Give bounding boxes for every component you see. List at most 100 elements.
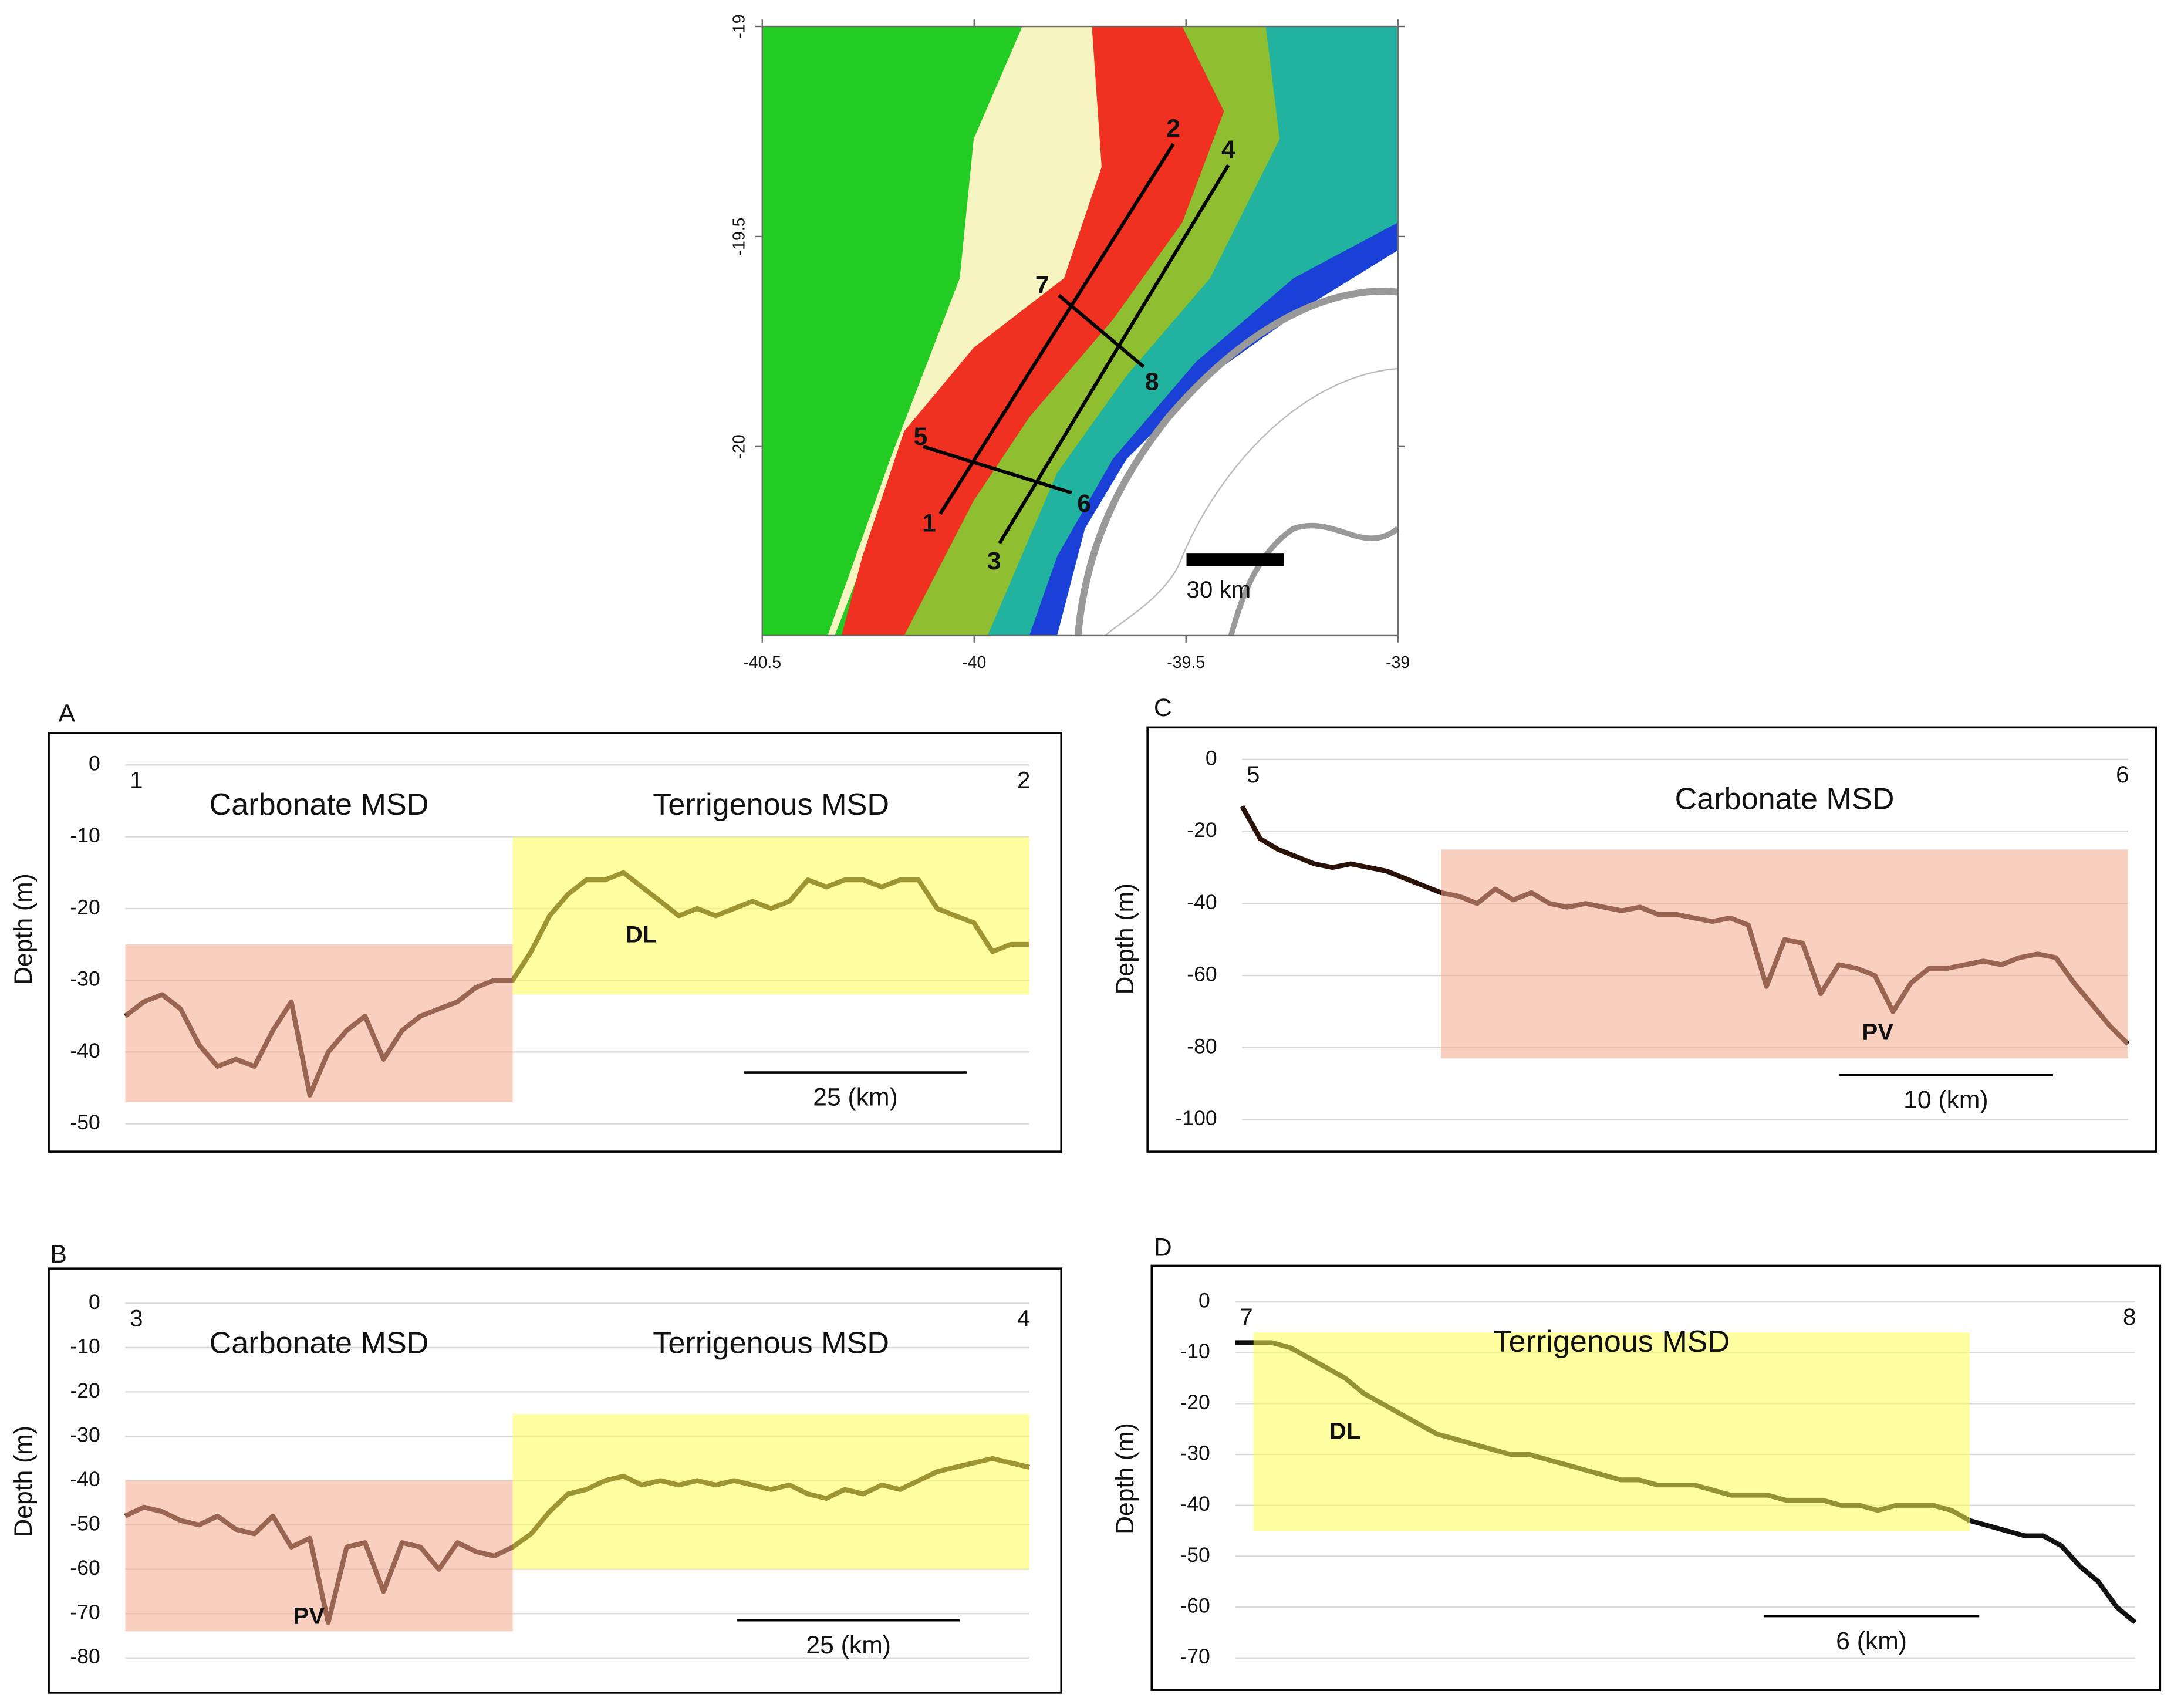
msd-region xyxy=(1441,849,2128,1059)
endpoint-label: 1 xyxy=(130,767,143,793)
endpoint-label: 4 xyxy=(1017,1305,1030,1331)
panel-frame xyxy=(48,732,1063,1153)
y-tick-label: -40 xyxy=(1187,890,1217,914)
y-tick-label: -30 xyxy=(1180,1441,1210,1464)
annotation: PV xyxy=(1862,1018,1893,1045)
transect-label: 8 xyxy=(1145,368,1159,396)
panel-letter: D xyxy=(1154,1233,1172,1261)
transect-label: 1 xyxy=(922,509,936,538)
map-frame xyxy=(761,25,1399,637)
y-tick-label: -50 xyxy=(70,1511,100,1535)
endpoint-label: 8 xyxy=(2123,1304,2136,1330)
y-tick-label: -40 xyxy=(70,1467,100,1491)
y-tick-label: -20 xyxy=(730,434,748,458)
contour xyxy=(1074,288,1399,636)
transect-label: 6 xyxy=(1077,490,1091,518)
msd-region xyxy=(1253,1332,1970,1531)
transect-label: 5 xyxy=(913,423,927,451)
endpoint-label: 2 xyxy=(1017,767,1030,793)
region-label: Carbonate MSD xyxy=(210,788,429,822)
y-axis-label: Depth (m) xyxy=(1111,1423,1139,1534)
scale-bar-label: 25 (km) xyxy=(813,1083,898,1111)
y-axis-label: Depth (m) xyxy=(1111,883,1139,995)
x-tick-label: -39.5 xyxy=(1167,653,1205,672)
msd-region xyxy=(125,1480,513,1632)
y-tick-label: 0 xyxy=(1206,746,1217,769)
annotation: PV xyxy=(293,1603,325,1629)
scale-bar xyxy=(1186,553,1284,566)
msd-region xyxy=(125,944,513,1103)
transect-label: 2 xyxy=(1166,114,1180,143)
contour xyxy=(1228,522,1400,637)
y-tick-label: -80 xyxy=(1187,1034,1217,1058)
x-tick-label: -39 xyxy=(1386,653,1410,672)
y-tick-label: -60 xyxy=(1180,1594,1210,1617)
region-label: Carbonate MSD xyxy=(1675,782,1895,816)
y-tick-label: -20 xyxy=(70,895,100,919)
y-tick-label: -50 xyxy=(70,1110,100,1134)
endpoint-label: 5 xyxy=(1247,761,1260,788)
panel-letter: A xyxy=(59,699,76,727)
coastal-plain xyxy=(828,26,1102,636)
transect-label: 4 xyxy=(1221,136,1235,164)
panel-frame xyxy=(48,1267,1063,1694)
y-tick-label: -80 xyxy=(70,1645,100,1668)
y-tick-label: -60 xyxy=(1187,963,1217,986)
y-tick-label: 0 xyxy=(89,752,100,775)
y-axis-label: Depth (m) xyxy=(9,873,38,985)
y-tick-label: -50 xyxy=(1180,1543,1210,1567)
y-tick-label: -10 xyxy=(70,823,100,847)
panel-letter: B xyxy=(50,1240,66,1268)
y-tick-label: -10 xyxy=(1180,1339,1210,1363)
scale-bar-label: 30 km xyxy=(1187,576,1251,603)
y-tick-label: -20 xyxy=(1187,818,1217,842)
y-tick-label: -30 xyxy=(70,1423,100,1446)
transect-label: 7 xyxy=(1035,271,1049,299)
transect xyxy=(938,143,1175,515)
panel-frame xyxy=(1146,726,2157,1153)
ocean xyxy=(1057,250,1398,636)
y-tick-label: -60 xyxy=(70,1556,100,1579)
panel-frame xyxy=(1150,1264,2162,1691)
scale-bar-label: 25 (km) xyxy=(806,1631,891,1659)
annotation: DL xyxy=(626,921,657,947)
msd-region xyxy=(512,1414,1029,1569)
endpoint-label: 7 xyxy=(1240,1304,1252,1330)
transect xyxy=(998,164,1230,545)
y-tick-label: -70 xyxy=(70,1601,100,1624)
y-tick-label: 0 xyxy=(1198,1288,1210,1312)
transect xyxy=(923,445,1072,495)
y-tick-label: -19.5 xyxy=(730,218,748,256)
transect xyxy=(1058,293,1145,369)
endpoint-label: 6 xyxy=(2116,761,2129,788)
region-label: Carbonate MSD xyxy=(210,1326,429,1360)
y-tick-label: -40 xyxy=(1180,1492,1210,1515)
annotation: DL xyxy=(1329,1417,1361,1444)
region-label: Terrigenous MSD xyxy=(1494,1325,1730,1359)
endpoint-label: 3 xyxy=(130,1305,143,1331)
shelf-edge xyxy=(1029,222,1398,636)
y-tick-label: -20 xyxy=(70,1379,100,1402)
x-tick-label: -40.5 xyxy=(743,653,781,672)
y-tick-label: -10 xyxy=(70,1334,100,1358)
y-tick-label: -40 xyxy=(70,1039,100,1062)
y-axis-label: Depth (m) xyxy=(9,1426,38,1537)
shelf-shallow xyxy=(841,26,1224,636)
y-tick-label: -20 xyxy=(1180,1390,1210,1414)
map-background xyxy=(761,25,1400,637)
msd-region xyxy=(512,836,1029,995)
shelf-mid xyxy=(904,26,1280,636)
scale-bar-label: 10 (km) xyxy=(1903,1086,1988,1114)
y-tick-label: 0 xyxy=(89,1290,100,1314)
scale-bar-label: 6 (km) xyxy=(1836,1627,1907,1655)
shelf-outer xyxy=(987,26,1398,636)
y-tick-label: -30 xyxy=(70,967,100,991)
region-label: Terrigenous MSD xyxy=(653,788,889,822)
y-tick-label: -19 xyxy=(730,14,748,38)
x-tick-label: -40 xyxy=(962,653,986,672)
y-tick-label: -100 xyxy=(1176,1106,1217,1130)
region-label: Terrigenous MSD xyxy=(653,1326,889,1360)
contour xyxy=(1105,367,1398,636)
